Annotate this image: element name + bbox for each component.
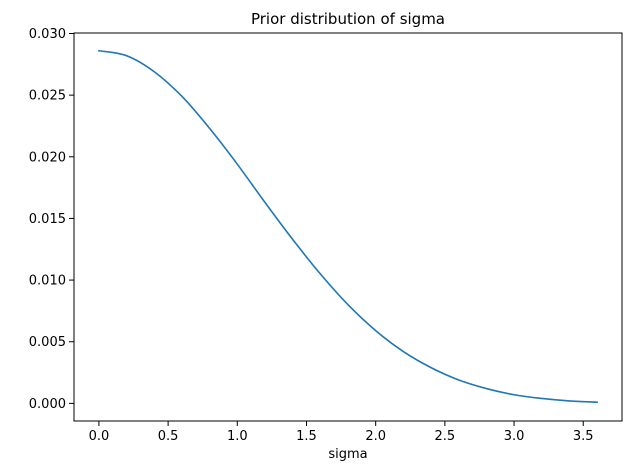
x-tick-label: 1.0 bbox=[227, 429, 248, 444]
y-tick-label: 0.015 bbox=[29, 212, 66, 227]
y-tick-label: 0.005 bbox=[29, 335, 66, 350]
y-tick-label: 0.030 bbox=[29, 27, 66, 42]
plot-marks bbox=[97, 49, 598, 403]
chart-title: Prior distribution of sigma bbox=[251, 10, 445, 28]
x-tick-label: 3.5 bbox=[573, 429, 594, 444]
y-tick-label: 0.020 bbox=[29, 150, 66, 165]
x-tick-label: 1.5 bbox=[296, 429, 317, 444]
axes: 0.0 0.5 1.0 1.5 2.0 2.5 3.0 3.5 0.000 0.005 0.010 0… bbox=[29, 27, 594, 444]
x-tick-label: 0.5 bbox=[158, 429, 179, 444]
y-tick-label: 0.010 bbox=[29, 274, 66, 289]
x-axis-label: sigma bbox=[328, 447, 367, 462]
y-tick-label: 0.000 bbox=[29, 397, 66, 412]
plot-frame bbox=[73, 32, 623, 422]
x-tick-label: 0.0 bbox=[89, 429, 110, 444]
y-tick-label: 0.025 bbox=[29, 89, 66, 104]
x-tick-label: 2.0 bbox=[365, 429, 386, 444]
x-tick-label: 2.5 bbox=[435, 429, 456, 444]
series-line bbox=[97, 49, 598, 403]
x-tick-label: 3.0 bbox=[504, 429, 525, 444]
